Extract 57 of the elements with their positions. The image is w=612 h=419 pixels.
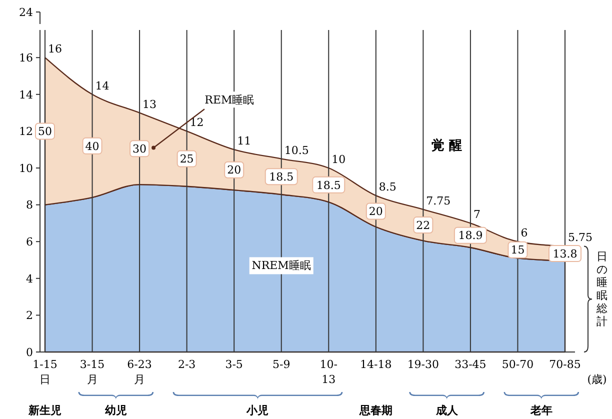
total-label: 10.5 — [284, 144, 309, 157]
annotation: 40 — [85, 140, 100, 153]
annotation: 50 — [38, 125, 52, 138]
x-tick-label: 1-15 日 — [32, 358, 58, 386]
y-tick-label: 2 — [26, 309, 33, 322]
text: 新生児 — [28, 404, 62, 417]
annotation: 20 — [227, 164, 242, 177]
total-label: 7 — [473, 208, 480, 222]
total-label: 16 — [48, 42, 62, 56]
total-label: 10 — [332, 153, 346, 166]
total-label: 7.75 — [426, 194, 451, 208]
text: 日の睡眠総計 — [596, 250, 608, 328]
y-tick-label: 12 — [19, 125, 33, 138]
x-tick-label: 10- 13 — [320, 358, 338, 386]
x-tick-label: 5-9 — [272, 358, 290, 371]
annotation: 18.9 — [458, 229, 483, 242]
total-label: 13 — [142, 98, 157, 111]
annotation: 18.5 — [269, 170, 294, 184]
annotation: 13.8 — [552, 247, 578, 260]
annotation: 18.5 — [316, 178, 341, 192]
text: REM睡眠 — [204, 94, 254, 107]
x-tick-label: 3-5 — [225, 358, 243, 371]
total-label: 11 — [237, 134, 252, 148]
annotation: 25 — [180, 152, 194, 166]
x-tick-label: 19-30 — [407, 358, 440, 371]
total-label: 12 — [190, 116, 204, 130]
total-label: 6 — [520, 226, 528, 240]
annotation: 15 — [510, 244, 525, 257]
y-tick-label: 14 — [19, 88, 33, 102]
y-tick-label: 6 — [26, 235, 33, 248]
text: 思春期 — [358, 404, 392, 417]
x-tick-label: 14-18 — [360, 358, 392, 371]
x-tick-label: 3-15 月 — [80, 358, 105, 386]
y-tick-label: 4 — [26, 272, 33, 286]
y-tick-label: 16 — [19, 51, 33, 64]
x-tick-label: 33-45 — [454, 358, 486, 371]
annotation: 20 — [368, 205, 383, 218]
text: 幼児 — [104, 404, 127, 417]
total-label: 8.5 — [378, 180, 396, 194]
text: 小児 — [246, 404, 269, 417]
y-tick-label: 8 — [26, 198, 33, 212]
total-label: 5.75 — [568, 231, 592, 244]
x-tick-label: 2-3 — [178, 358, 196, 371]
annotation: 覚 醒 — [432, 138, 462, 154]
x-tick-label: 50-70 — [502, 358, 534, 371]
total-label: 14 — [95, 79, 110, 92]
text: 老年 — [529, 404, 552, 417]
text: (歳) — [587, 373, 607, 386]
annotation: 22 — [416, 218, 430, 232]
text: 成人 — [434, 404, 459, 417]
annotation: 30 — [132, 142, 147, 156]
y-tick-label: 10 — [19, 162, 33, 175]
x-tick-label: 70-85 — [549, 358, 581, 371]
y-tick-label: 0 — [26, 346, 33, 359]
x-tick-label: 6-23 月 — [127, 358, 152, 386]
text: 24 — [19, 6, 33, 19]
series-label: NREM睡眠 — [252, 259, 311, 272]
